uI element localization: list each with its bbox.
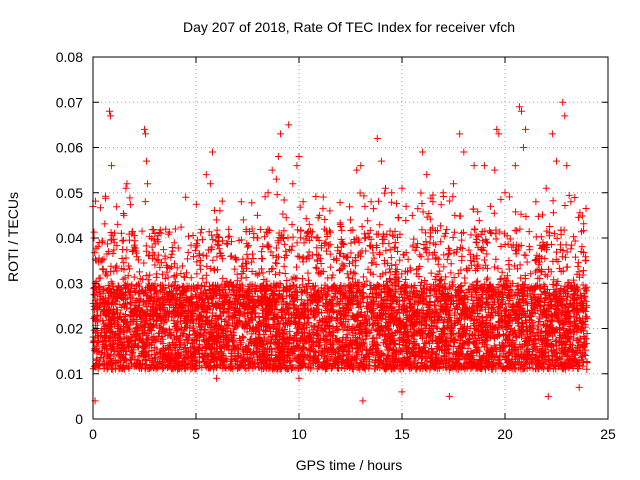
data-point (458, 236, 466, 244)
data-point (292, 287, 300, 295)
data-point (290, 354, 298, 362)
data-point (256, 226, 264, 234)
data-point (516, 261, 524, 269)
data-point (442, 273, 450, 281)
data-point (163, 268, 171, 276)
data-point (388, 198, 396, 206)
data-point (100, 285, 108, 293)
data-point (326, 240, 334, 248)
data-point (425, 209, 433, 217)
data-point (454, 270, 462, 278)
data-point (525, 228, 533, 236)
data-point (305, 248, 313, 256)
data-point (339, 240, 347, 248)
data-point (228, 356, 236, 364)
data-point (556, 264, 564, 272)
data-point (349, 258, 357, 266)
data-point (553, 234, 561, 242)
data-point (437, 201, 445, 209)
data-point (563, 248, 571, 256)
data-point (366, 357, 374, 365)
data-point (346, 203, 354, 211)
data-point (125, 262, 133, 270)
data-point (497, 195, 505, 203)
data-point (385, 240, 393, 248)
data-point (289, 309, 297, 317)
data-point (180, 273, 188, 281)
data-point (146, 271, 154, 279)
data-point (266, 227, 274, 235)
data-point (259, 242, 267, 250)
data-point (530, 329, 538, 337)
data-point (224, 233, 232, 241)
data-point (417, 253, 425, 261)
data-point (369, 205, 377, 213)
data-point (322, 238, 330, 246)
data-point (223, 239, 231, 247)
data-point (418, 200, 426, 208)
data-point (423, 244, 431, 252)
data-point (312, 192, 320, 200)
data-point (351, 254, 359, 262)
data-point (184, 232, 192, 240)
data-point (513, 227, 521, 235)
data-point (317, 259, 325, 267)
data-point (427, 269, 435, 277)
data-point (308, 251, 316, 259)
data-point (282, 214, 290, 222)
data-point (447, 260, 455, 268)
data-point (534, 212, 542, 220)
data-point (395, 214, 403, 222)
data-point (541, 255, 549, 263)
data-point (475, 217, 483, 225)
data-point (398, 270, 406, 278)
data-point (243, 328, 251, 336)
data-point (506, 235, 514, 243)
data-point (118, 237, 126, 245)
data-point (184, 248, 192, 256)
data-point (386, 268, 394, 276)
data-point (134, 356, 142, 364)
data-point (281, 240, 289, 248)
data-point (457, 266, 465, 274)
data-point (177, 270, 185, 278)
data-point (304, 269, 312, 277)
data-point (156, 263, 164, 271)
data-point (191, 246, 199, 254)
data-point (347, 249, 355, 257)
data-point (126, 194, 134, 202)
data-point (293, 239, 301, 247)
data-point (136, 268, 144, 276)
data-point (219, 237, 227, 245)
data-point (273, 191, 281, 199)
data-point (512, 250, 520, 258)
data-point (349, 275, 357, 283)
data-point (126, 265, 134, 273)
data-point (490, 263, 498, 271)
data-point (117, 229, 125, 237)
data-point (581, 334, 589, 342)
data-point (434, 260, 442, 268)
data-point (130, 273, 138, 281)
data-points (89, 98, 591, 405)
data-point (582, 204, 590, 212)
data-point (567, 245, 575, 253)
data-point (351, 270, 359, 278)
data-point (261, 233, 269, 241)
data-point (369, 249, 377, 257)
data-point (377, 286, 385, 294)
data-point (165, 325, 173, 333)
data-point (345, 260, 353, 268)
data-point (279, 210, 287, 218)
